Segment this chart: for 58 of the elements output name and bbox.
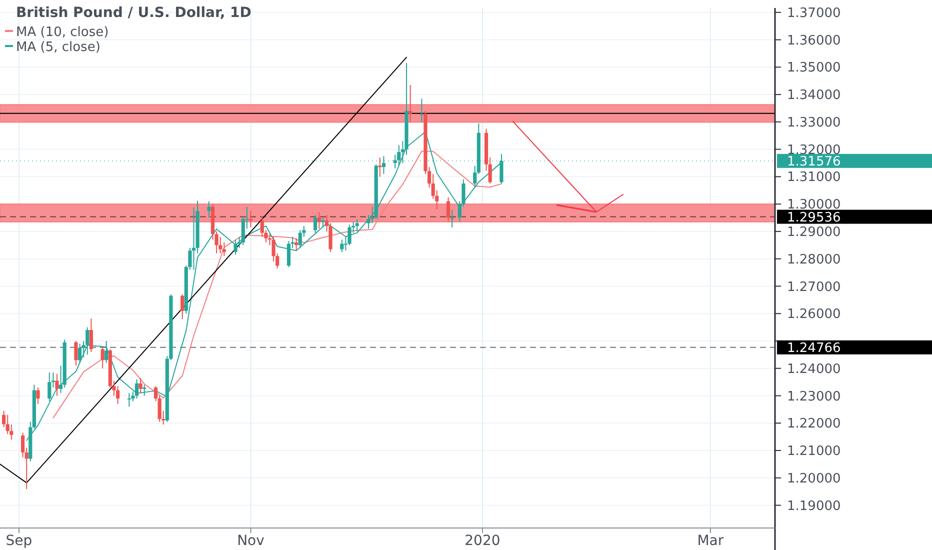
y-tick-label: 1.26000 — [787, 307, 841, 322]
y-tick-label: 1.33000 — [787, 115, 841, 130]
y-tick-label: 1.30000 — [787, 198, 841, 213]
ref-line-label: 1.31576 — [787, 154, 841, 170]
y-tick-label: 1.24000 — [787, 362, 841, 377]
y-tick-label: 1.36000 — [787, 33, 841, 48]
y-tick-label: 1.20000 — [787, 471, 841, 486]
candlestick — [248, 210, 253, 228]
candlestick — [355, 218, 359, 232]
candlestick — [298, 230, 302, 248]
y-tick-label: 1.35000 — [787, 60, 841, 76]
ref-line-label: 1.24766 — [787, 340, 841, 356]
y-tick-label: 1.37000 — [787, 6, 841, 21]
candlestick — [104, 340, 108, 364]
candlestick — [314, 214, 318, 234]
candlestick — [378, 157, 382, 178]
candlestick — [134, 378, 139, 399]
candlestick — [86, 326, 90, 356]
x-tick-label: Sep — [6, 533, 32, 549]
y-tick-label: 1.27000 — [787, 280, 841, 295]
y-tick-label: 1.31000 — [787, 170, 841, 186]
legend-label: MA (5, close) — [16, 40, 100, 55]
candlestick — [382, 156, 386, 174]
candlestick — [234, 239, 238, 256]
candlestick — [408, 84, 412, 122]
y-tick-label: 1.34000 — [787, 88, 841, 104]
y-tick-label: 1.21000 — [787, 444, 841, 460]
candlestick — [55, 373, 59, 396]
candlestick — [89, 318, 93, 352]
candlestick — [100, 346, 104, 369]
chart-title: British Pound / U.S. Dollar, 1D — [16, 5, 252, 21]
candlestick — [78, 343, 82, 364]
x-tick-label: Mar — [697, 533, 724, 549]
candlestick — [142, 384, 146, 396]
candlestick — [420, 98, 424, 122]
candlestick — [180, 294, 184, 320]
legend-label: MA (10, close) — [16, 25, 109, 40]
candlestick — [127, 392, 131, 408]
candlestick — [450, 209, 454, 228]
x-tick-label: 2020 — [464, 533, 500, 549]
candlestick — [317, 212, 321, 230]
y-tick-label: 1.29000 — [787, 224, 841, 240]
candlestick — [74, 340, 78, 366]
candlestick — [48, 372, 52, 402]
candlestick — [207, 200, 211, 218]
candlestick — [138, 377, 142, 394]
y-tick-label: 1.23000 — [787, 389, 841, 404]
y-tick-label: 1.28000 — [787, 252, 841, 268]
candlestick — [36, 387, 40, 404]
y-tick-label: 1.19000 — [787, 498, 841, 514]
candlestick — [446, 196, 450, 222]
candlestick — [294, 238, 298, 252]
candlestick — [397, 144, 401, 166]
y-tick-label: 1.22000 — [787, 416, 841, 432]
candlestick — [321, 217, 325, 228]
x-tick-label: Nov — [237, 533, 264, 549]
candlestick — [286, 240, 291, 268]
ref-line-label: 1.29536 — [787, 210, 841, 226]
